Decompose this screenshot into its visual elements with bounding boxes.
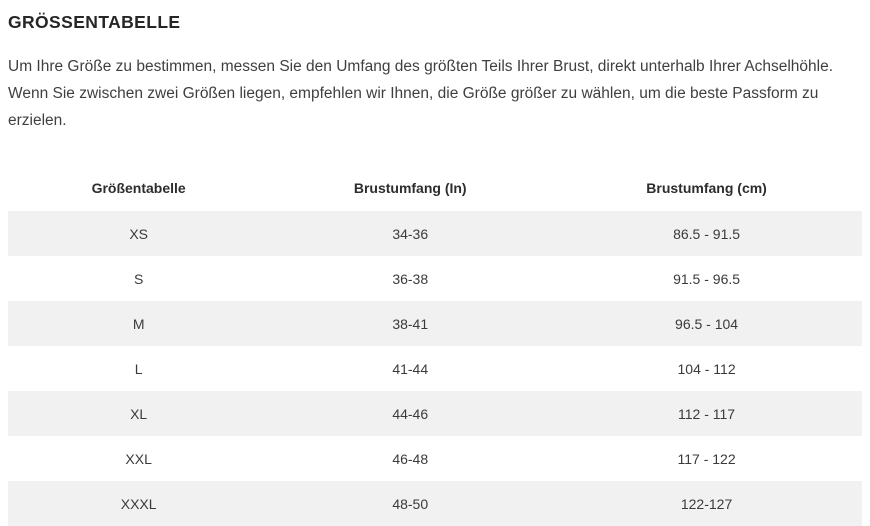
table-row: XXL 46-48 117 - 122 [8,436,862,481]
table-row: XL 44-46 112 - 117 [8,391,862,436]
cell-chest-cm: 86.5 - 91.5 [673,225,741,242]
cell-chest-inches: 46-48 [392,450,429,467]
table-row: XXXL 48-50 122-127 [8,481,862,526]
cell-size: L [134,360,143,377]
cell-size: XXXL [120,495,157,512]
cell-chest-inches: 48-50 [392,495,429,512]
cell-size: XXL [125,450,152,467]
cell-chest-cm: 112 - 117 [678,405,736,422]
cell-size: XS [129,225,148,242]
table-row: M 38-41 96.5 - 104 [8,301,862,346]
cell-chest-inches: 36-38 [392,270,429,287]
size-table-body: XS 34-36 86.5 - 91.5 S 36-38 91.5 - 96.5 M 38-4… [8,211,862,526]
table-row: XS 34-36 86.5 - 91.5 [8,211,862,256]
cell-chest-cm: 104 - 112 [677,360,736,377]
size-table: Größentabelle Brustumfang (In) Brustumfa… [8,165,862,526]
page-title: GRÖSSENTABELLE [8,12,181,32]
cell-size: S [133,270,144,287]
cell-chest-cm: 96.5 - 104 [675,315,739,332]
cell-chest-cm: 122-127 [680,495,733,512]
size-guide-description: Um Ihre Größe zu bestimmen, messen Sie d… [8,58,834,129]
cell-size: M [132,315,145,332]
header-size-label: Größentabelle [8,165,270,211]
cell-chest-cm: 91.5 - 96.5 [673,270,741,287]
cell-chest-inches: 44-46 [392,405,429,422]
cell-chest-inches: 41-44 [392,360,429,377]
table-row: L 41-44 104 - 112 [8,346,862,391]
cell-chest-inches: 38-41 [392,315,429,332]
header-chest-inches: Brustumfang (In) [269,165,552,211]
size-table-header-row: Größentabelle Brustumfang (In) Brustumfa… [8,165,862,211]
cell-size: XL [130,405,148,422]
cell-chest-inches: 34-36 [392,225,429,242]
table-row: S 36-38 91.5 - 96.5 [8,256,862,301]
cell-chest-cm: 117 - 122 [677,450,736,467]
header-chest-cm: Brustumfang (cm) [551,165,862,211]
